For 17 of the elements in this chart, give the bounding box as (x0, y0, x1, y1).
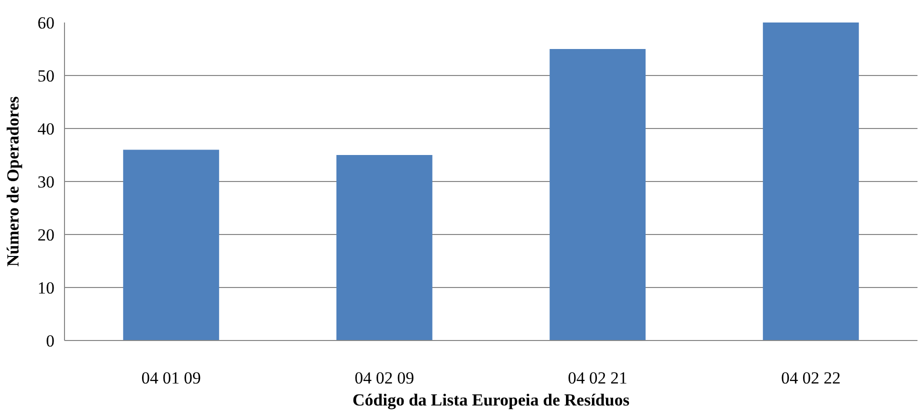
y-axis-title: Número de Operadores (4, 96, 22, 267)
bar (123, 150, 220, 340)
y-tick-label: 40 (38, 120, 54, 138)
x-tick-label: 04 02 22 (781, 368, 841, 388)
y-tick-label: 0 (46, 332, 54, 350)
y-tick-label: 10 (38, 278, 54, 298)
y-tick-label: 20 (38, 226, 54, 244)
x-axis-title: Código da Lista Europeia de Resíduos (352, 390, 630, 410)
bar (762, 22, 859, 340)
y-tick-label: 60 (38, 14, 54, 32)
x-tick-label: 04 02 21 (568, 368, 628, 388)
x-tick-label: 04 02 09 (354, 368, 414, 388)
y-tick-label: 50 (38, 66, 54, 86)
bar (336, 155, 432, 340)
x-tick-label: 04 01 09 (141, 368, 201, 388)
y-tick-label: 30 (38, 172, 54, 192)
bar (550, 49, 646, 340)
